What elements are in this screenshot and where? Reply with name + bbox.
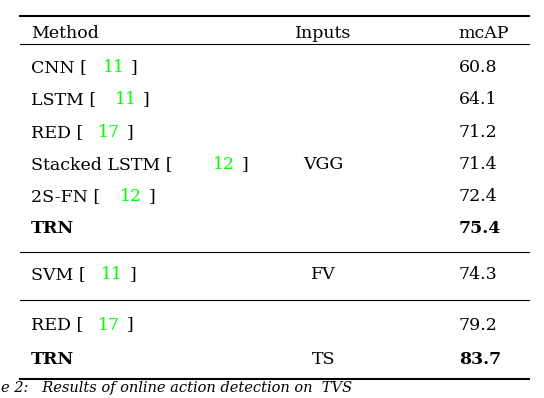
Text: mcAP: mcAP — [459, 25, 509, 42]
Text: Stacked LSTM [: Stacked LSTM [ — [31, 156, 172, 173]
Text: 60.8: 60.8 — [459, 59, 497, 76]
Text: 79.2: 79.2 — [459, 316, 498, 334]
Text: 64.1: 64.1 — [459, 91, 497, 108]
Text: RED [: RED [ — [31, 124, 83, 140]
Text: e 2:   Results of online action detection on  TVS: e 2: Results of online action detection … — [2, 381, 353, 395]
Text: ]: ] — [129, 266, 137, 283]
Text: TRN: TRN — [31, 220, 75, 238]
Text: 71.2: 71.2 — [459, 124, 497, 140]
Text: 12: 12 — [213, 156, 235, 173]
Text: 74.3: 74.3 — [459, 266, 497, 283]
Text: ]: ] — [131, 59, 138, 76]
Text: ]: ] — [143, 91, 150, 108]
Text: 11: 11 — [115, 91, 137, 108]
Text: SVM [: SVM [ — [31, 266, 86, 283]
Text: 11: 11 — [103, 59, 125, 76]
Text: FV: FV — [311, 266, 336, 283]
Text: ]: ] — [127, 124, 133, 140]
Text: ]: ] — [127, 316, 133, 334]
Text: 72.4: 72.4 — [459, 188, 497, 205]
Text: 12: 12 — [120, 188, 142, 205]
Text: LSTM [: LSTM [ — [31, 91, 96, 108]
Text: 2S-FN [: 2S-FN [ — [31, 188, 100, 205]
Text: RED [: RED [ — [31, 316, 83, 334]
Text: ]: ] — [149, 188, 155, 205]
Text: 83.7: 83.7 — [459, 351, 501, 368]
Text: 11: 11 — [101, 266, 123, 283]
Text: 71.4: 71.4 — [459, 156, 497, 173]
Text: CNN [: CNN [ — [31, 59, 87, 76]
Text: 75.4: 75.4 — [459, 220, 501, 238]
Text: Inputs: Inputs — [295, 25, 351, 42]
Text: 17: 17 — [98, 124, 120, 140]
Text: Method: Method — [31, 25, 99, 42]
Text: TRN: TRN — [31, 351, 75, 368]
Text: ]: ] — [241, 156, 248, 173]
Text: 17: 17 — [98, 316, 120, 334]
Text: VGG: VGG — [304, 156, 344, 173]
Text: TS: TS — [312, 351, 335, 368]
